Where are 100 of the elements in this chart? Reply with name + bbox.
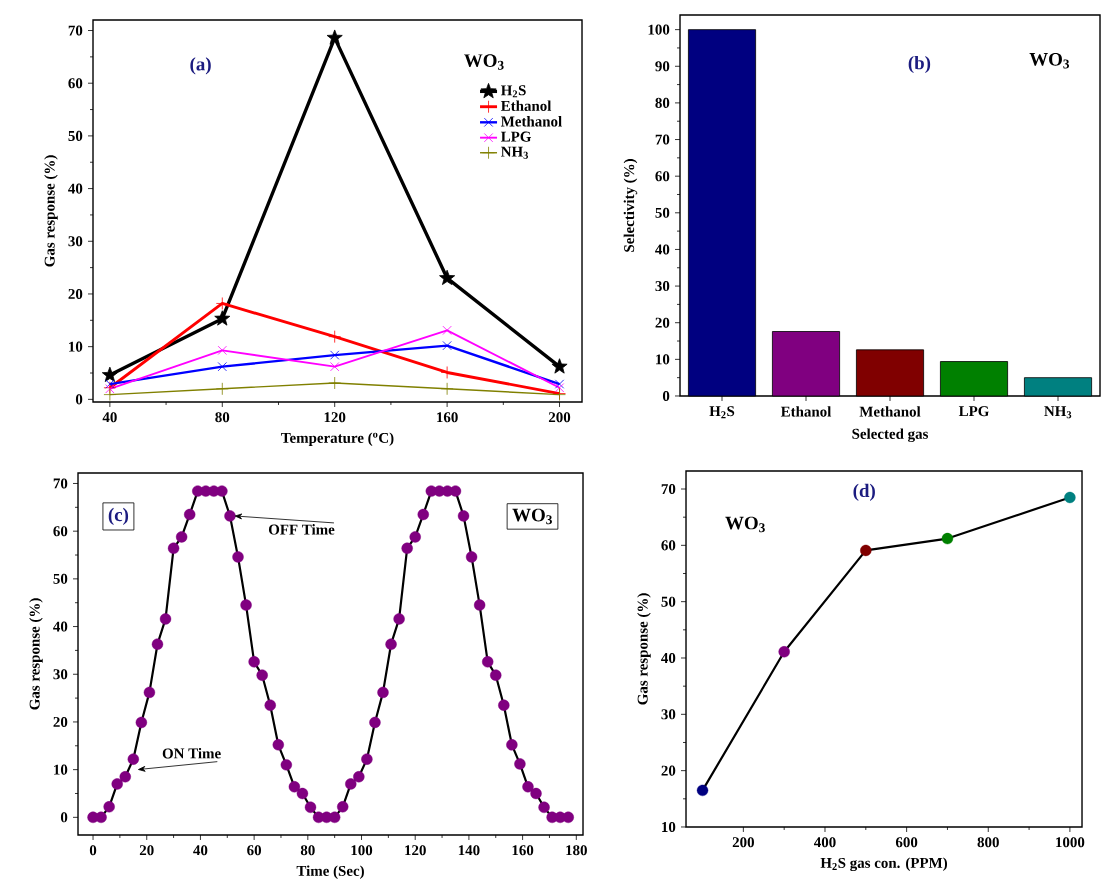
annotation: (d) [853, 483, 875, 501]
y-tick-label: 60 [661, 540, 676, 551]
y-tick-label: 70 [661, 483, 676, 495]
point [127, 753, 139, 765]
y-tick-label: 30 [655, 281, 670, 292]
y-tick-label: 10 [69, 341, 83, 352]
x-tick-label: 800 [977, 837, 999, 848]
x-axis-title: Selected gas [852, 428, 929, 443]
annotation: WO$_{3}$ [464, 54, 504, 70]
y-tick-label: 60 [68, 78, 83, 89]
x-tick-label: NH$_{3}$ [1044, 406, 1072, 419]
x-tick-label: 80 [215, 412, 230, 423]
x-tick-label: 80 [300, 845, 315, 856]
point [440, 382, 454, 396]
point [385, 638, 397, 650]
y-tick-label: 20 [68, 288, 83, 299]
x-tick-label: 100 [351, 845, 373, 856]
y-tick-label: 60 [655, 171, 670, 182]
point [217, 362, 227, 372]
point [272, 739, 284, 751]
y-tick-label: 20 [661, 765, 676, 776]
x-tick-label: 140 [458, 845, 480, 856]
point [353, 771, 365, 783]
point [522, 781, 534, 793]
point [538, 801, 550, 813]
y-tick-label: 0 [75, 394, 83, 405]
point [304, 801, 317, 813]
point [330, 362, 340, 372]
annotation: WO$_{3}$ [1029, 52, 1070, 69]
x-tick-label: 600 [895, 837, 918, 848]
point [248, 656, 260, 668]
x-tick-label: 180 [566, 845, 587, 856]
legend-label: NH$_{3}$ [501, 146, 529, 159]
legend-label: Methanol [500, 116, 562, 127]
y-tick-label: 10 [656, 354, 670, 365]
point [482, 656, 494, 668]
y-tick-label: 80 [655, 97, 670, 108]
y-axis-title: Gas response (%) [44, 155, 58, 267]
point [101, 366, 118, 382]
x-tick-label: 20 [139, 845, 154, 856]
point [361, 753, 373, 765]
point [778, 646, 790, 658]
y-tick-label: 40 [68, 183, 83, 194]
point [554, 383, 565, 393]
y-tick-label: 50 [661, 596, 676, 607]
x-tick-label: 120 [324, 412, 346, 423]
point [215, 297, 229, 310]
legend-label: H$_{2}$S [500, 85, 526, 98]
point [214, 310, 231, 326]
point [417, 508, 429, 521]
point [442, 340, 452, 351]
point [159, 613, 172, 625]
point [393, 613, 405, 625]
x-tick-label: H$_{2}$S [709, 406, 735, 419]
y-tick-label: 30 [53, 669, 68, 680]
x-tick-label: 40 [102, 412, 117, 423]
annotation: (c) [108, 507, 129, 526]
point [216, 485, 228, 497]
point [167, 542, 180, 555]
point [111, 778, 123, 790]
x-tick-label: 160 [512, 845, 534, 856]
point [184, 508, 196, 521]
point [217, 345, 227, 355]
point [328, 330, 342, 344]
x-axis-title: H$_{2}$S gas con. (PPM) [820, 857, 948, 872]
y-tick-label: 40 [661, 652, 676, 664]
x-tick-label: 120 [405, 845, 426, 856]
annotation: OFF Time [268, 524, 335, 535]
point [457, 510, 470, 522]
x-tick-label: 40 [193, 845, 208, 856]
y-tick-label: 40 [53, 621, 68, 632]
point [530, 787, 542, 800]
point [369, 716, 381, 729]
annotation: WO$_{3}$ [725, 516, 765, 533]
y-tick-label: 70 [655, 134, 670, 145]
point [554, 379, 565, 389]
y-tick-label: 50 [68, 130, 83, 141]
x-tick-label: 60 [247, 845, 262, 856]
point [280, 759, 293, 771]
y-tick-label: 40 [655, 244, 670, 255]
point [103, 801, 115, 813]
x-tick-label: 160 [437, 412, 458, 423]
point [330, 350, 340, 360]
point [490, 669, 502, 681]
point [696, 784, 709, 797]
point [105, 379, 115, 389]
y-tick-label: 10 [662, 821, 676, 833]
point [377, 686, 389, 699]
annotation: ON Time [162, 747, 221, 759]
y-tick-label: 70 [68, 25, 83, 36]
point [442, 325, 452, 335]
point [119, 771, 131, 783]
y-axis-title: Gas response (%) [29, 598, 43, 710]
point [1064, 491, 1076, 504]
y-tick-label: 70 [53, 478, 68, 489]
x-tick-label: Ethanol [780, 406, 832, 417]
point [473, 599, 486, 611]
point [498, 699, 510, 711]
x-axis-title: Time (Sec) [296, 865, 364, 879]
y-tick-label: 90 [655, 61, 670, 72]
